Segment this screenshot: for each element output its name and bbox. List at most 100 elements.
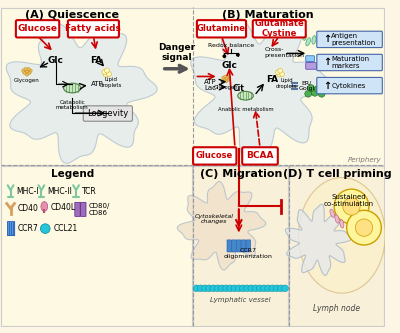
Text: Antigen
presentation: Antigen presentation bbox=[331, 33, 376, 46]
Text: (B) Maturation: (B) Maturation bbox=[222, 10, 314, 20]
Ellipse shape bbox=[298, 177, 385, 293]
Circle shape bbox=[240, 285, 246, 292]
Circle shape bbox=[334, 189, 369, 224]
Circle shape bbox=[343, 198, 360, 215]
Circle shape bbox=[355, 219, 373, 236]
Circle shape bbox=[277, 72, 282, 77]
Circle shape bbox=[223, 78, 226, 81]
Circle shape bbox=[347, 210, 381, 245]
Circle shape bbox=[197, 285, 204, 292]
Circle shape bbox=[210, 285, 217, 292]
Circle shape bbox=[252, 285, 259, 292]
Ellipse shape bbox=[238, 91, 253, 100]
FancyBboxPatch shape bbox=[232, 240, 236, 252]
Text: Cytoskeletal
changes: Cytoskeletal changes bbox=[194, 213, 233, 224]
FancyBboxPatch shape bbox=[246, 240, 251, 252]
FancyBboxPatch shape bbox=[83, 106, 132, 121]
FancyBboxPatch shape bbox=[1, 8, 384, 165]
Ellipse shape bbox=[64, 83, 81, 93]
Text: FA: FA bbox=[266, 75, 278, 84]
Circle shape bbox=[24, 68, 27, 71]
Polygon shape bbox=[286, 204, 352, 275]
Ellipse shape bbox=[340, 219, 344, 228]
FancyBboxPatch shape bbox=[75, 202, 80, 216]
Circle shape bbox=[25, 70, 28, 73]
Text: Glycogen: Glycogen bbox=[14, 78, 40, 83]
Circle shape bbox=[225, 80, 228, 83]
Text: TCR: TCR bbox=[82, 186, 97, 195]
Circle shape bbox=[218, 285, 225, 292]
Text: CD80/
CD86: CD80/ CD86 bbox=[88, 203, 110, 216]
Circle shape bbox=[28, 71, 31, 74]
Polygon shape bbox=[177, 181, 266, 270]
Text: CCL21: CCL21 bbox=[54, 224, 78, 233]
Ellipse shape bbox=[306, 38, 310, 46]
Text: ATP: ATP bbox=[204, 79, 217, 85]
FancyBboxPatch shape bbox=[242, 147, 278, 165]
Text: (D) T cell priming: (D) T cell priming bbox=[283, 169, 391, 179]
Circle shape bbox=[305, 91, 312, 97]
Ellipse shape bbox=[312, 36, 316, 44]
Text: ER/
Golgi: ER/ Golgi bbox=[298, 81, 315, 92]
Circle shape bbox=[225, 77, 228, 80]
Circle shape bbox=[193, 285, 200, 292]
Circle shape bbox=[40, 224, 50, 233]
FancyBboxPatch shape bbox=[227, 240, 232, 252]
Text: Cit: Cit bbox=[233, 84, 245, 93]
FancyBboxPatch shape bbox=[237, 240, 241, 252]
Circle shape bbox=[236, 53, 240, 57]
Text: (C) Migration: (C) Migration bbox=[200, 169, 282, 179]
FancyBboxPatch shape bbox=[317, 78, 382, 94]
Circle shape bbox=[256, 285, 263, 292]
Circle shape bbox=[280, 72, 284, 77]
Text: Glutamate
Cystine: Glutamate Cystine bbox=[254, 19, 304, 39]
Text: Lipid
droplets: Lipid droplets bbox=[276, 78, 298, 89]
Circle shape bbox=[318, 91, 325, 97]
Circle shape bbox=[223, 285, 229, 292]
Ellipse shape bbox=[302, 32, 306, 40]
Circle shape bbox=[206, 285, 212, 292]
FancyBboxPatch shape bbox=[242, 240, 246, 252]
FancyBboxPatch shape bbox=[253, 20, 306, 37]
Text: Anabolic metabolism: Anabolic metabolism bbox=[218, 107, 273, 112]
Text: ATP: ATP bbox=[90, 81, 103, 87]
Text: Redox balance: Redox balance bbox=[208, 43, 254, 48]
Text: Maturation
markers: Maturation markers bbox=[331, 56, 369, 69]
Circle shape bbox=[278, 285, 284, 292]
FancyBboxPatch shape bbox=[197, 20, 246, 37]
Circle shape bbox=[278, 68, 282, 73]
Text: Periphery: Periphery bbox=[348, 157, 381, 163]
FancyBboxPatch shape bbox=[81, 202, 86, 216]
Ellipse shape bbox=[330, 209, 334, 217]
Text: Legend: Legend bbox=[50, 169, 94, 179]
Circle shape bbox=[228, 77, 231, 79]
Circle shape bbox=[27, 68, 30, 71]
Circle shape bbox=[227, 285, 234, 292]
FancyBboxPatch shape bbox=[306, 63, 316, 69]
Circle shape bbox=[224, 75, 226, 78]
Text: MHC-I: MHC-I bbox=[16, 186, 39, 195]
Text: Catabolic
metabolism: Catabolic metabolism bbox=[56, 100, 88, 110]
Text: BCAA: BCAA bbox=[246, 152, 274, 161]
Text: CD40L: CD40L bbox=[51, 203, 76, 212]
Text: CD40: CD40 bbox=[17, 204, 38, 213]
Text: Lac: Lac bbox=[205, 85, 217, 91]
FancyBboxPatch shape bbox=[192, 166, 288, 326]
Circle shape bbox=[260, 285, 267, 292]
FancyBboxPatch shape bbox=[317, 31, 382, 48]
Polygon shape bbox=[191, 18, 330, 160]
Circle shape bbox=[269, 285, 276, 292]
Circle shape bbox=[102, 70, 107, 75]
Text: Lymph node: Lymph node bbox=[314, 304, 361, 313]
Circle shape bbox=[29, 69, 32, 72]
Circle shape bbox=[282, 285, 288, 292]
Text: MHC-II: MHC-II bbox=[47, 186, 72, 195]
Text: Longevity: Longevity bbox=[87, 109, 128, 118]
Ellipse shape bbox=[41, 202, 48, 211]
Text: Sustained
co-stimulation: Sustained co-stimulation bbox=[324, 194, 374, 207]
Circle shape bbox=[23, 71, 26, 74]
Text: Lymphatic vessel: Lymphatic vessel bbox=[210, 297, 271, 303]
Circle shape bbox=[231, 285, 238, 292]
Text: Glutamine: Glutamine bbox=[197, 24, 246, 33]
Circle shape bbox=[314, 86, 321, 92]
